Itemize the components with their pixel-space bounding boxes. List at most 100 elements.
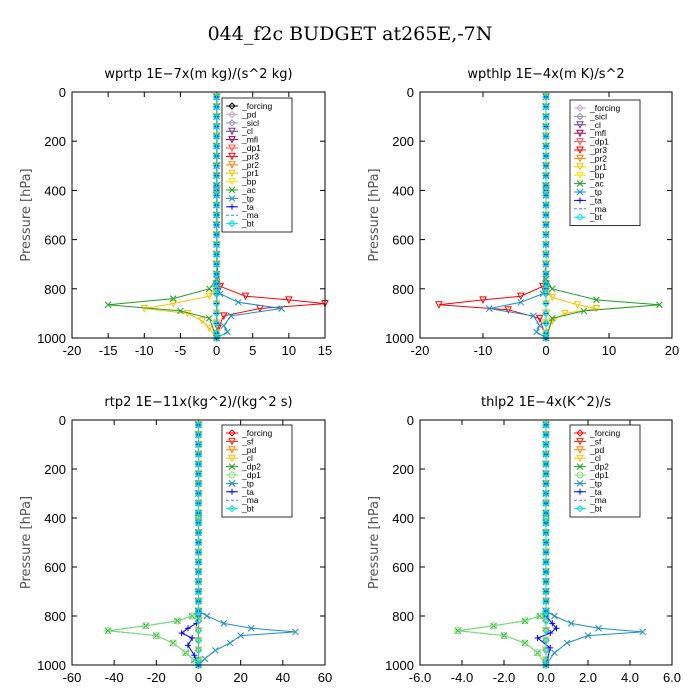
x-tick-label: 10	[282, 343, 296, 358]
data-point	[542, 519, 550, 527]
data-point	[212, 152, 221, 160]
x-tick-label: 5	[249, 343, 256, 358]
data-point	[201, 655, 209, 663]
legend-marker	[576, 146, 584, 155]
legend-marker	[228, 119, 236, 127]
legend-entry: _bt	[589, 212, 602, 222]
panel-1: wprtp 1E−7x(m kg)/(s^2 kg) Pressure [hPa]…	[19, 67, 332, 358]
data-point	[169, 639, 177, 647]
plot-frame	[419, 91, 673, 339]
series-line-tp	[545, 420, 643, 666]
legend-marker	[576, 138, 584, 146]
y-tick-label: 200	[44, 134, 66, 149]
legend-marker	[228, 186, 236, 194]
data-point	[500, 632, 508, 640]
legend-marker	[576, 429, 584, 437]
data-point	[534, 635, 541, 642]
legend-marker	[228, 136, 236, 144]
legend-marker	[228, 144, 236, 153]
legend: _forcing_pd_sicl_cl_mfl_dp1_pr3_pr2_pr1_…	[221, 97, 293, 233]
x-tick-label: -6.0	[409, 670, 431, 685]
data-point	[485, 305, 493, 312]
legend-frame	[569, 99, 641, 226]
data-point	[212, 280, 221, 288]
data-point	[542, 450, 550, 459]
data-point	[212, 191, 221, 200]
data-point	[104, 627, 112, 635]
data-point	[194, 568, 203, 576]
x-tick-label: -10	[474, 343, 493, 358]
data-point	[194, 421, 203, 429]
data-point	[237, 632, 245, 639]
data-point	[548, 293, 557, 302]
legend-marker	[576, 163, 584, 171]
legend-entry: _sicl	[241, 118, 259, 128]
y-tick-label: 800	[44, 282, 66, 297]
legend-entry: _forcing	[589, 428, 621, 438]
plot-frame	[419, 419, 673, 666]
data-point	[542, 514, 550, 522]
data-point	[212, 250, 221, 259]
data-point	[517, 298, 525, 306]
data-point	[194, 460, 203, 468]
data-point	[194, 617, 203, 625]
legend-entry: _forcing	[241, 101, 273, 111]
legend-entry: _bt	[241, 219, 254, 229]
data-point	[542, 329, 550, 337]
legend-entry: _ta	[589, 487, 602, 497]
legend: _forcing_sf_pd_cl_dp2_dp1_tp_ta_ma_bt	[221, 424, 293, 518]
legend-marker	[228, 504, 236, 513]
data-point	[194, 450, 203, 459]
legend-entry: _bp	[241, 177, 256, 187]
data-point	[542, 479, 550, 488]
data-point	[194, 440, 203, 449]
data-point	[198, 317, 206, 325]
legend-entry: _mfl	[589, 128, 606, 138]
data-point	[639, 628, 646, 636]
series-line-dp1	[457, 420, 547, 666]
legend-entry: _sf	[589, 436, 602, 446]
y-tick-label: 800	[392, 609, 414, 624]
legend-marker	[577, 197, 583, 204]
data-point	[542, 489, 550, 498]
data-point	[542, 211, 550, 219]
data-point	[212, 122, 221, 131]
data-point	[285, 296, 293, 304]
panel-title: rtp2 1E−11x(kg^2)/(kg^2 s)	[104, 395, 292, 410]
data-point	[220, 619, 228, 627]
legend-marker	[228, 152, 236, 161]
legend-marker	[228, 195, 236, 202]
data-point	[212, 646, 219, 654]
x-tick-label: -2.0	[493, 670, 515, 685]
data-point	[212, 260, 221, 268]
x-tick-label: -40	[105, 670, 124, 685]
data-point	[542, 612, 550, 620]
y-tick-label: 400	[44, 511, 66, 526]
legend-entry: _dp1	[589, 137, 609, 147]
legend-entry: _dp1	[589, 470, 609, 480]
data-point	[542, 103, 550, 111]
legend-entry: _tp	[241, 193, 254, 203]
data-point	[194, 470, 203, 478]
legend-entry: _cl	[241, 453, 253, 463]
legend-marker	[228, 437, 236, 446]
data-point	[542, 221, 550, 229]
data-point	[542, 499, 550, 508]
data-point	[521, 639, 529, 647]
data-point	[194, 514, 203, 522]
y-axis-label: Pressure [hPa]	[19, 168, 34, 261]
data-point	[542, 597, 550, 606]
y-tick-label: 400	[392, 511, 414, 526]
x-tick-label: 15	[318, 343, 332, 358]
data-point	[542, 558, 550, 566]
data-point	[194, 656, 203, 664]
data-point	[169, 300, 178, 308]
data-point	[212, 290, 221, 298]
data-point	[542, 171, 550, 180]
data-point	[194, 597, 203, 606]
data-point	[194, 538, 203, 547]
legend-marker	[576, 463, 584, 470]
data-point	[593, 296, 600, 304]
legend-entry: _ma	[241, 495, 259, 505]
data-point	[542, 568, 550, 576]
